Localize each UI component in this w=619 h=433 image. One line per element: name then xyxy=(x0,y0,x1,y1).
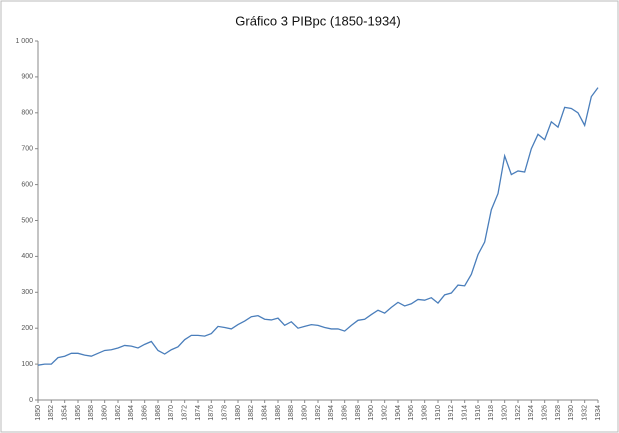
y-tick-label: 300 xyxy=(21,289,33,296)
y-tick-label: 400 xyxy=(21,253,33,260)
y-tick-label: 1 000 xyxy=(15,38,33,45)
x-tick-label: 1896 xyxy=(342,405,349,421)
y-tick-label: 100 xyxy=(21,361,33,368)
x-tick-label: 1930 xyxy=(568,405,575,421)
x-tick-label: 1916 xyxy=(475,405,482,421)
data-line xyxy=(37,87,599,366)
x-tick-label: 1926 xyxy=(542,405,549,421)
x-tick-label: 1870 xyxy=(168,405,175,421)
x-tick-label: 1862 xyxy=(115,405,122,421)
x-tick-label: 1874 xyxy=(195,405,202,421)
x-tick-label: 1868 xyxy=(155,405,162,421)
x-tick-label: 1928 xyxy=(555,405,562,421)
x-tick-label: 1904 xyxy=(395,405,402,421)
x-tick-label: 1902 xyxy=(382,405,389,421)
x-tick-label: 1932 xyxy=(582,405,589,421)
x-tick-label: 1858 xyxy=(88,405,95,421)
x-tick-label: 1878 xyxy=(222,405,229,421)
y-tick-label: 0 xyxy=(29,397,33,404)
x-tick-label: 1912 xyxy=(448,405,455,421)
x-tick-label: 1860 xyxy=(102,405,109,421)
x-tick-label: 1908 xyxy=(422,405,429,421)
x-tick-label: 1892 xyxy=(315,405,322,421)
y-tick-label: 800 xyxy=(21,110,33,117)
x-tick-label: 1922 xyxy=(515,405,522,421)
x-tick-label: 1850 xyxy=(35,405,42,421)
x-tick-label: 1920 xyxy=(502,405,509,421)
x-tick-label: 1914 xyxy=(462,405,469,421)
x-tick-label: 1924 xyxy=(528,405,535,421)
x-tick-label: 1886 xyxy=(275,405,282,421)
y-tick-label: 700 xyxy=(21,146,33,153)
x-tick-label: 1888 xyxy=(288,405,295,421)
x-tick-label: 1910 xyxy=(435,405,442,421)
x-tick-label: 1900 xyxy=(368,405,375,421)
x-tick-label: 1866 xyxy=(142,405,149,421)
x-tick-label: 1876 xyxy=(208,405,215,421)
x-tick-label: 1852 xyxy=(48,405,55,421)
x-tick-label: 1882 xyxy=(248,405,255,421)
x-tick-label: 1934 xyxy=(595,405,602,421)
x-tick-label: 1890 xyxy=(302,405,309,421)
x-tick-label: 1856 xyxy=(75,405,82,421)
x-tick-label: 1906 xyxy=(408,405,415,421)
x-tick-label: 1854 xyxy=(62,405,69,421)
x-tick-label: 1880 xyxy=(235,405,242,421)
x-tick-label: 1864 xyxy=(128,405,135,421)
x-tick-label: 1894 xyxy=(328,405,335,421)
y-tick-label: 500 xyxy=(21,217,33,224)
y-tick-label: 200 xyxy=(21,325,33,332)
x-tick-label: 1884 xyxy=(262,405,269,421)
x-tick-label: 1918 xyxy=(488,405,495,421)
chart-title: Gráfico 3 PIBpc (1850-1934) xyxy=(235,13,400,28)
x-tick-label: 1872 xyxy=(182,405,189,421)
y-tick-label: 900 xyxy=(21,74,33,81)
y-tick-label: 600 xyxy=(21,181,33,188)
x-tick-label: 1898 xyxy=(355,405,362,421)
